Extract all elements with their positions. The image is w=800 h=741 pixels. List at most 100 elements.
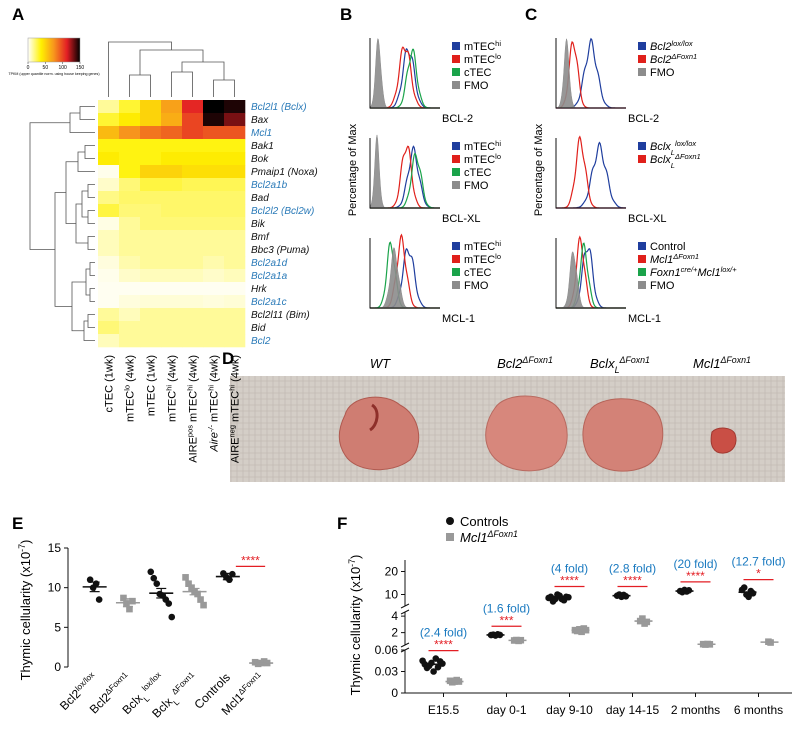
data-point — [182, 574, 189, 581]
heatmap-cell — [203, 126, 225, 140]
heatmap-cell — [161, 113, 183, 127]
y-axis-label: Thymic cellularity (x10-7) — [347, 555, 363, 696]
heatmap-cell — [161, 191, 183, 205]
colorbar — [27, 37, 81, 63]
x-tick-label: 2 months — [671, 703, 720, 717]
data-point — [565, 593, 572, 601]
y-tick-label: 0 — [391, 686, 398, 700]
x-tick-label: E15.5 — [428, 703, 460, 717]
histogram-curve — [555, 38, 626, 109]
legend-swatch — [638, 155, 646, 163]
heatmap-cell — [224, 269, 246, 283]
heatmap-cell — [140, 126, 162, 140]
heatmap-cell — [224, 139, 246, 153]
significance-label: **** — [623, 574, 642, 588]
colorbar-tick-label: 100 — [58, 65, 67, 71]
text-part: ΔFoxn1 — [674, 152, 701, 161]
x-axis-label: BCL-2 — [442, 113, 473, 125]
text-part: Mcl1 — [693, 356, 720, 371]
row-label: Bcl2l1 (Bclx) — [251, 102, 307, 113]
significance-label: * — [756, 567, 761, 581]
legend-label: FMO — [650, 280, 675, 292]
heatmap-cell — [203, 165, 225, 179]
legend-label: Bcl2lox/lox — [650, 39, 693, 54]
significance-label: **** — [434, 638, 453, 652]
heatmap-cell — [140, 230, 162, 244]
heatmap-cell — [161, 256, 183, 270]
row-label: Bcl2a1b — [251, 180, 288, 191]
heatmap-cell — [182, 165, 204, 179]
data-point — [129, 597, 136, 605]
heatmap-cell — [140, 191, 162, 205]
histogram-curve — [556, 235, 626, 309]
heatmap-cell — [98, 113, 120, 127]
y-tick-label: 2 — [391, 626, 398, 640]
legend-label: mTEChi — [464, 139, 501, 154]
axis — [369, 38, 440, 109]
heatmap-cell — [119, 165, 141, 179]
heatmap-cell — [119, 308, 141, 322]
panel-label: F — [337, 514, 347, 533]
heatmap-cell — [119, 100, 141, 114]
axis-break — [400, 609, 410, 615]
x-axis-label: MCL-1 — [442, 313, 475, 325]
column-label: cTEC (1wk) — [104, 355, 116, 412]
data-point — [126, 605, 133, 613]
legend-swatch — [638, 281, 646, 289]
heatmap-cell — [203, 243, 225, 257]
heatmap-cell — [98, 139, 120, 153]
data-point — [147, 568, 155, 576]
text-part: cre/+ — [681, 265, 698, 274]
text-part: lo — [495, 52, 501, 61]
text-part: L — [142, 694, 152, 704]
colorbar-tick-label: 150 — [76, 65, 85, 71]
heatmap-cell — [182, 152, 204, 166]
legend-label: Controls — [460, 514, 509, 529]
heatmap-cell — [140, 295, 162, 309]
text-part: mTEC — [464, 254, 495, 266]
heatmap-cell — [98, 178, 120, 192]
legend-label: FMO — [464, 180, 489, 192]
x-axis-label: BCL-2 — [628, 113, 659, 125]
data-point — [194, 590, 201, 598]
column-label: mTEChi (4wk) — [164, 355, 179, 422]
heatmap-cell — [140, 269, 162, 283]
y-tick-label: 10 — [48, 581, 62, 595]
text-part: lox/lox — [671, 39, 692, 48]
fold-change: (12.7 fold) — [731, 555, 785, 569]
heatmap-cell — [161, 139, 183, 153]
x-axis-label: BCL-XL — [442, 213, 481, 225]
heatmap-cell — [161, 100, 183, 114]
heatmap-cell — [161, 217, 183, 231]
text-part: -/- — [206, 425, 215, 433]
heatmap-cell — [203, 217, 225, 231]
y-tick-label: 4 — [391, 609, 398, 623]
legend-swatch — [638, 268, 646, 276]
text-part: lo — [495, 152, 501, 161]
row-label: Bak1 — [251, 141, 274, 152]
text-part: Bcl2 — [497, 356, 523, 371]
fold-change: (1.6 fold) — [483, 601, 530, 615]
heatmap-cell — [98, 321, 120, 335]
heatmap-cell — [224, 100, 246, 114]
y-axis-label: Percentage of Max — [533, 123, 545, 216]
histogram-curve — [369, 134, 440, 209]
y-axis-label: Thymic cellularity (x10-7) — [17, 540, 33, 681]
text-part: lox/+ — [721, 265, 738, 274]
data-point — [639, 615, 646, 622]
text-part: mTEC — [464, 41, 495, 53]
y-axis-label: Percentage of Max — [347, 123, 359, 216]
text-part: ΔFoxn1 — [619, 355, 651, 365]
heatmap-cell — [182, 113, 204, 127]
text-part: mTEC — [464, 154, 495, 166]
sample-label: Mcl1ΔFoxn1 — [693, 355, 751, 371]
heatmap-cell — [224, 282, 246, 296]
fold-change: (2.4 fold) — [420, 626, 467, 640]
text-part: Mcl1 — [650, 254, 673, 266]
text-part: -7 — [347, 559, 357, 567]
legend-swatch — [452, 181, 460, 189]
legend-label: mTEClo — [464, 52, 501, 67]
heatmap-cell — [98, 204, 120, 218]
heatmap-cell — [182, 295, 204, 309]
